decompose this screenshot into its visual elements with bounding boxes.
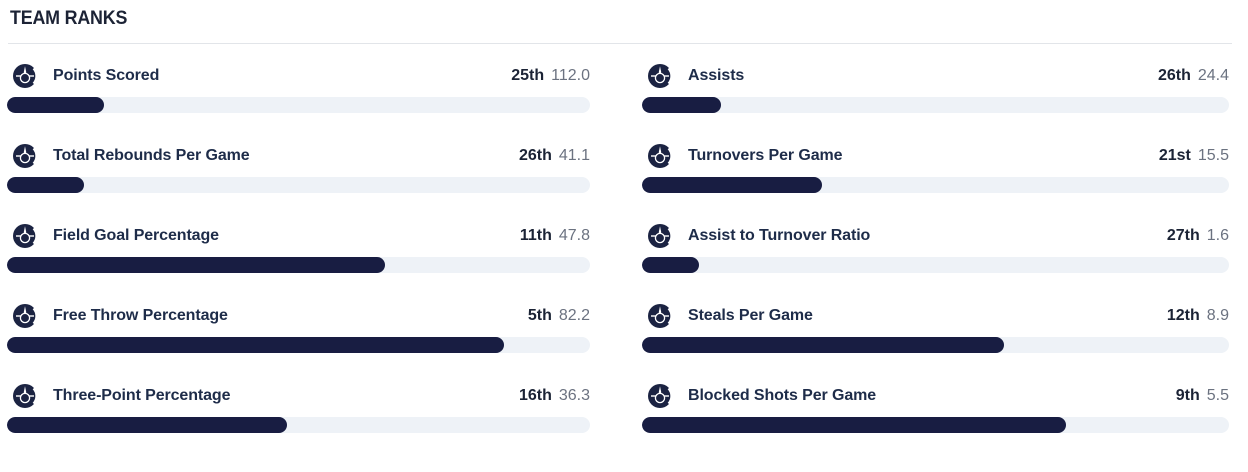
stat-label: Steals Per Game: [688, 307, 813, 324]
stat-row-blocks: Blocked Shots Per Game 9th 5.5: [642, 380, 1229, 433]
stat-bar-fill: [7, 97, 104, 113]
stat-value: 82.2: [558, 307, 590, 324]
stat-bar-fill: [7, 417, 287, 433]
stat-bar-fill: [7, 337, 504, 353]
stat-value: 8.9: [1206, 307, 1229, 324]
stat-label: Turnovers Per Game: [688, 147, 843, 164]
stat-row-rebounds: Total Rebounds Per Game 26th 41.1: [7, 140, 590, 193]
stats-columns: Points Scored 25th 112.0 Total Rebounds …: [7, 60, 1229, 433]
stat-head: Field Goal Percentage 11th 47.8: [7, 220, 590, 252]
stat-row-fg-pct: Field Goal Percentage 11th 47.8: [7, 220, 590, 273]
stat-bar-track: [7, 177, 590, 193]
stats-column-right: Assists 26th 24.4 Turnovers Per Game 21s…: [642, 60, 1229, 433]
stat-head: Total Rebounds Per Game 26th 41.1: [7, 140, 590, 172]
stat-bar-track: [642, 257, 1229, 273]
stat-label: Free Throw Percentage: [53, 307, 228, 324]
stat-head: Free Throw Percentage 5th 82.2: [7, 300, 590, 332]
team-logo-icon: [647, 303, 673, 329]
stat-row-3pt-pct: Three-Point Percentage 16th 36.3: [7, 380, 590, 433]
stat-label: Blocked Shots Per Game: [688, 387, 877, 404]
stat-bar-fill: [7, 257, 386, 273]
stat-label: Assist to Turnover Ratio: [688, 227, 871, 244]
stat-rank: 5th: [527, 307, 552, 324]
stat-label: Three-Point Percentage: [53, 387, 231, 404]
stat-rank: 26th: [1157, 67, 1191, 84]
stat-value: 5.5: [1206, 387, 1229, 404]
team-logo-icon: [12, 63, 38, 89]
stat-rank: 11th: [519, 227, 552, 244]
title-divider: [8, 43, 1232, 44]
stat-bar-track: [642, 337, 1229, 353]
stat-row-steals: Steals Per Game 12th 8.9: [642, 300, 1229, 353]
stat-row-points: Points Scored 25th 112.0: [7, 60, 590, 113]
stat-bar-track: [642, 97, 1229, 113]
stat-value: 112.0: [551, 67, 590, 84]
stat-head: Steals Per Game 12th 8.9: [642, 300, 1229, 332]
stat-bar-fill: [642, 177, 823, 193]
stat-value: 47.8: [558, 227, 590, 244]
stat-head: Turnovers Per Game 21st 15.5: [642, 140, 1229, 172]
stat-bar-track: [7, 417, 590, 433]
stat-bar-track: [7, 337, 590, 353]
team-logo-icon: [647, 143, 673, 169]
stat-bar-track: [7, 257, 590, 273]
stat-bar-fill: [642, 337, 1005, 353]
stat-bar-fill: [642, 417, 1066, 433]
stat-value: 36.3: [558, 387, 590, 404]
stat-rank: 9th: [1175, 387, 1200, 404]
stat-rank: 21st: [1158, 147, 1191, 164]
stat-head: Three-Point Percentage 16th 36.3: [7, 380, 590, 412]
stat-head: Blocked Shots Per Game 9th 5.5: [642, 380, 1229, 412]
stat-label: Assists: [688, 67, 745, 84]
stat-value: 41.1: [558, 147, 590, 164]
team-logo-icon: [647, 383, 673, 409]
stat-label: Total Rebounds Per Game: [53, 147, 250, 164]
stat-label: Field Goal Percentage: [53, 227, 219, 244]
stat-rank: 12th: [1166, 307, 1200, 324]
team-logo-icon: [12, 303, 38, 329]
stat-bar-fill: [642, 257, 699, 273]
stat-value: 15.5: [1197, 147, 1229, 164]
stat-row-turnovers: Turnovers Per Game 21st 15.5: [642, 140, 1229, 193]
stats-column-left: Points Scored 25th 112.0 Total Rebounds …: [7, 60, 590, 433]
stat-head: Assists 26th 24.4: [642, 60, 1229, 92]
stat-row-assist-turnover-ratio: Assist to Turnover Ratio 27th 1.6: [642, 220, 1229, 273]
stat-row-assists: Assists 26th 24.4: [642, 60, 1229, 113]
team-logo-icon: [12, 143, 38, 169]
stat-row-ft-pct: Free Throw Percentage 5th 82.2: [7, 300, 590, 353]
stat-head: Points Scored 25th 112.0: [7, 60, 590, 92]
stat-bar-fill: [7, 177, 84, 193]
stat-value: 1.6: [1206, 227, 1229, 244]
team-logo-icon: [12, 223, 38, 249]
team-logo-icon: [647, 63, 673, 89]
team-logo-icon: [12, 383, 38, 409]
stat-rank: 25th: [511, 67, 545, 84]
stat-rank: 27th: [1166, 227, 1200, 244]
page-title: TEAM RANKS: [10, 8, 128, 29]
stat-head: Assist to Turnover Ratio 27th 1.6: [642, 220, 1229, 252]
team-logo-icon: [647, 223, 673, 249]
stat-bar-track: [642, 177, 1229, 193]
stat-bar-fill: [642, 97, 722, 113]
stat-rank: 16th: [518, 387, 552, 404]
stat-bar-track: [642, 417, 1229, 433]
stat-label: Points Scored: [53, 67, 160, 84]
stat-rank: 26th: [518, 147, 552, 164]
stat-bar-track: [7, 97, 590, 113]
stat-value: 24.4: [1197, 67, 1229, 84]
